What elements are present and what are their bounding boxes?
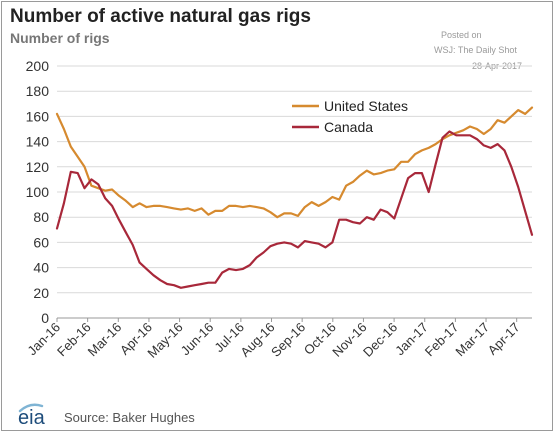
y-tick-label: 180 [26,83,50,99]
x-tick-label: Feb-17 [422,320,462,360]
x-tick-label: Sep-16 [268,320,308,360]
y-tick-label: 120 [26,159,50,175]
y-tick-label: 20 [33,285,49,301]
y-tick-label: 40 [33,260,49,276]
x-tick-label: Mar-17 [452,320,492,360]
canada-line [55,130,534,289]
y-axis-ticks: 0 20 40 60 80 100 120 140 160 180 200 [26,58,50,326]
series-lines [55,106,534,289]
x-tick-label: Apr-17 [485,320,523,358]
eia-logo-text: eia [18,407,46,428]
y-axis-unit-label: Number of rigs [10,30,110,46]
legend-label: Canada [324,119,373,135]
x-tick-label: Jun-16 [178,320,217,359]
eia-logo: eia [18,403,46,428]
x-tick-label: Mar-16 [85,320,125,360]
legend: United States Canada [292,98,408,135]
united-states-line [55,106,534,219]
legend-label: United States [324,98,408,114]
y-tick-label: 160 [26,108,50,124]
x-tick-label: Feb-16 [54,320,94,360]
y-tick-label: 140 [26,134,50,150]
x-axis-ticks: Jan-16Feb-16Mar-16Apr-16May-16Jun-16Jul-… [24,318,523,361]
y-tick-label: 60 [33,234,49,250]
x-tick-label: Dec-16 [360,320,400,360]
y-tick-label: 0 [41,310,49,326]
publication-label: WSJ: The Daily Shot [434,45,517,55]
gridlines [57,65,532,319]
chart-title: Number of active natural gas rigs [10,6,311,27]
source-note: Source: Baker Hughes [64,410,195,425]
y-tick-label: 100 [26,184,50,200]
y-tick-label: 80 [33,209,49,225]
posted-on-label: Posted on [441,30,482,40]
y-tick-label: 200 [26,58,50,74]
